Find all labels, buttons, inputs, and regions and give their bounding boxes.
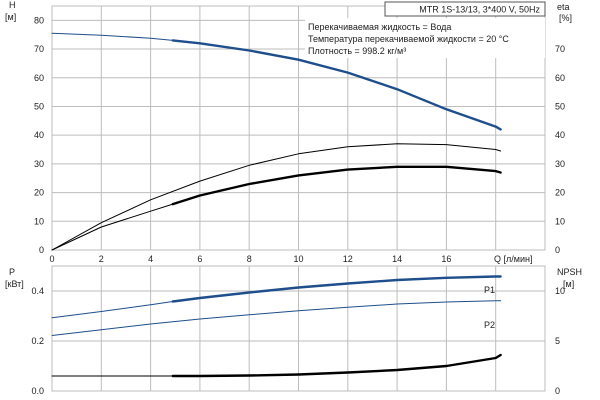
left-tick-label: 0.2 [31,336,44,346]
left-tick-label: 80 [34,15,44,25]
power-axis-unit: [кВт] [5,279,24,289]
x-tick-label: 2 [99,254,104,264]
x-tick-label: 0 [49,254,54,264]
model-label: MTR 1S-13/13, 3*400 V, 50Hz [419,5,540,15]
x-tick-label: 12 [343,254,353,264]
curve-performance-0 [51,32,174,41]
model-label-box [384,1,546,17]
right-tick-label: 70 [555,44,565,54]
right-tick-label: 10 [555,286,565,296]
p1-curve-label: P1 [484,285,495,295]
left-tick-label: 70 [34,44,44,54]
curve-performance-4 [171,165,502,206]
left-tick-label: 30 [34,159,44,169]
left-tick-label: 50 [34,101,44,111]
power-axis-label: P [9,267,15,277]
x-tick-label: 16 [441,254,451,264]
eta-axis-label: eta [557,2,570,12]
labels-layer: MTR 1S-13/13, 3*400 V, 50Hz Перекачиваем… [5,0,582,396]
curve-performance-1 [171,39,502,131]
curve-power-npsh-2 [51,300,502,336]
left-tick-label: 0.0 [31,386,44,396]
x-tick-label: 6 [197,254,202,264]
head-axis-label: H [9,0,16,10]
info-line-temperature: Температура перекачиваемой жидкости = 20… [308,34,509,44]
grid-layer [51,5,546,392]
curves-layer [51,32,502,378]
right-tick-label: 20 [555,188,565,198]
left-tick-label: 60 [34,73,44,83]
right-tick-label: 60 [555,73,565,83]
npsh-axis-label: NPSH [557,267,582,277]
right-tick-label: 10 [555,216,565,226]
curve-power-npsh-4 [171,353,502,378]
x-tick-label: 14 [392,254,402,264]
left-tick-label: 10 [34,216,44,226]
head-axis-unit: [м] [5,12,16,22]
left-tick-label: 0 [39,245,44,255]
curve-power-npsh-0 [51,301,174,319]
right-tick-label: 30 [555,159,565,169]
flow-axis-label: Q [л/мин] [494,254,532,264]
right-tick-label: 0 [555,386,560,396]
left-tick-label: 0.4 [31,286,44,296]
info-backdrop [305,18,545,58]
p2-curve-label: P2 [484,320,495,330]
right-tick-label: 5 [555,336,560,346]
curve-power-npsh-1 [171,275,502,303]
x-tick-label: 4 [148,254,153,264]
x-tick-label: 10 [293,254,303,264]
info-line-fluid: Перекачиваемая жидкость = Вода [308,22,451,32]
right-tick-label: 50 [555,101,565,111]
curve-performance-2 [51,143,502,251]
x-tick-label: 8 [247,254,252,264]
left-tick-label: 40 [34,130,44,140]
curve-performance-3 [51,203,174,251]
left-tick-label: 20 [34,188,44,198]
npsh-axis-unit: [м] [563,279,574,289]
right-tick-label: 40 [555,130,565,140]
right-tick-label: 0 [555,245,560,255]
info-line-density: Плотность = 998.2 кг/м³ [308,46,406,56]
eta-axis-unit: [%] [559,13,572,23]
